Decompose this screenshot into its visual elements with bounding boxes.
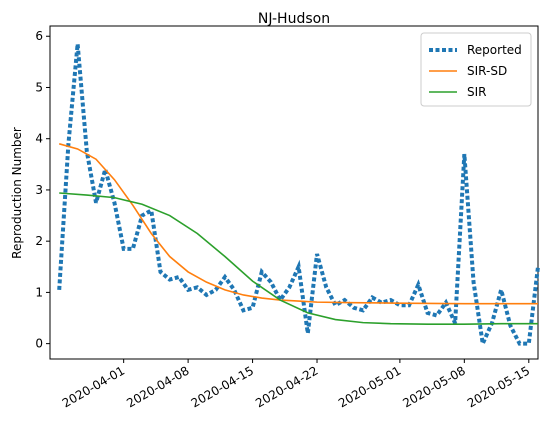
legend-label: SIR xyxy=(467,85,487,99)
y-axis-label: Reproduction Number xyxy=(10,127,24,259)
series-line-sir-sd xyxy=(58,143,538,305)
x-tick-label: 2020-04-08 xyxy=(124,363,191,410)
legend-label: SIR-SD xyxy=(467,64,507,78)
x-tick-label: 2020-05-01 xyxy=(336,363,403,410)
legend-label: Reported xyxy=(467,43,522,57)
plot-area xyxy=(49,25,540,360)
x-axis: 2020-04-012020-04-082020-04-152020-04-22… xyxy=(60,359,532,410)
y-tick-label: 0 xyxy=(35,337,43,351)
legend: Reported SIR-SD SIR xyxy=(420,32,532,107)
y-tick-label: 6 xyxy=(35,29,43,43)
y-tick-label: 3 xyxy=(35,183,43,197)
plot-frame xyxy=(49,25,539,360)
x-tick-label: 2020-04-15 xyxy=(189,363,256,410)
series-line-sir xyxy=(59,192,538,325)
y-tick-label: 4 xyxy=(35,132,43,146)
x-tick-label: 2020-05-08 xyxy=(400,363,467,410)
x-tick-label: 2020-04-01 xyxy=(60,363,127,410)
x-tick-label: 2020-04-22 xyxy=(253,363,320,410)
series-line-reported xyxy=(57,43,540,351)
y-axis: 0 1 2 3 4 5 6 xyxy=(35,29,50,351)
x-tick-label: 2020-05-15 xyxy=(465,363,532,410)
y-tick-label: 5 xyxy=(35,80,43,94)
y-tick-label: 2 xyxy=(35,234,43,248)
y-tick-label: 1 xyxy=(35,285,43,299)
series-lines xyxy=(57,43,540,351)
chart-title: NJ-Hudson xyxy=(258,11,330,27)
